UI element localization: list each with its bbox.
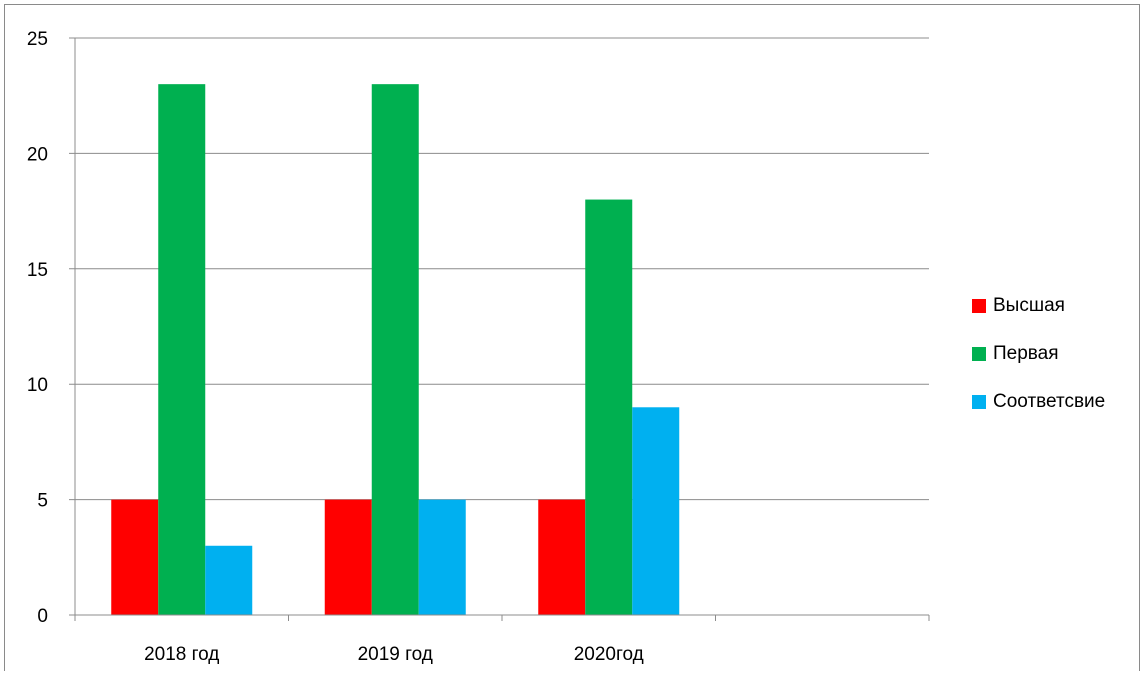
x-tick-labels: 2018 год 2019 год 2020год [144, 644, 644, 665]
bar-Высшая-2 [538, 499, 586, 615]
y-tick-labels: 0 5 10 15 20 25 [27, 29, 48, 627]
bar-Соответсвие-2 [632, 407, 680, 615]
legend-item-vysshaya: Высшая [972, 282, 1105, 330]
axes [69, 38, 930, 621]
legend: Высшая Первая Соответсвие [972, 282, 1105, 426]
legend-label: Высшая [993, 295, 1065, 316]
x-tick-label: 2018 год [144, 644, 219, 665]
y-tick-label: 10 [27, 375, 48, 396]
bar-Соответсвие-1 [418, 499, 466, 615]
gridlines [69, 37, 929, 501]
legend-item-pervaya: Первая [972, 330, 1105, 378]
legend-swatch [972, 395, 986, 409]
legend-label: Первая [993, 343, 1059, 364]
bar-Первая-1 [371, 84, 419, 615]
bar-Первая-0 [158, 84, 206, 615]
y-tick-label: 0 [37, 606, 48, 627]
bar-Соответсвие-0 [205, 545, 253, 615]
legend-swatch [972, 347, 986, 361]
x-tick-label: 2020год [574, 644, 644, 665]
y-tick-label: 20 [27, 144, 48, 165]
bar-Высшая-1 [324, 499, 372, 615]
chart-frame [4, 4, 1140, 671]
bars [111, 84, 680, 615]
bar-Высшая-0 [111, 499, 159, 615]
y-tick-label: 25 [27, 29, 48, 50]
legend-item-sootvetsvie: Соответсвие [972, 378, 1105, 426]
bar-Первая-2 [585, 199, 633, 615]
legend-label: Соответсвие [993, 391, 1106, 412]
x-tick-label: 2019 год [358, 644, 433, 665]
legend-swatch [972, 299, 986, 313]
y-tick-label: 5 [37, 491, 48, 512]
y-tick-label: 15 [27, 260, 48, 281]
